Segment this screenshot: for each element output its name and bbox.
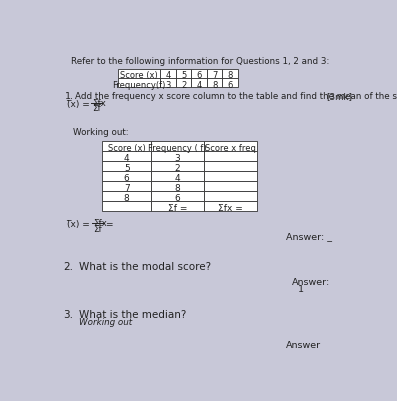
Bar <box>151 182 204 192</box>
Text: Σf =: Σf = <box>168 203 187 212</box>
Text: Answer:: Answer: <box>291 277 330 286</box>
Text: Add the frequency x score column to the table and find the mean of the scores us: Add the frequency x score column to the … <box>75 92 397 101</box>
Text: 6: 6 <box>124 173 129 182</box>
Text: 6: 6 <box>197 71 202 80</box>
Text: Frequency(f): Frequency(f) <box>112 80 166 89</box>
Bar <box>151 202 204 212</box>
Bar <box>102 142 151 152</box>
Text: 2: 2 <box>175 163 180 172</box>
Bar <box>102 152 151 162</box>
Text: 8: 8 <box>124 193 129 202</box>
Text: Σfx: Σfx <box>93 219 107 228</box>
Text: [3mk]: [3mk] <box>326 92 352 101</box>
Bar <box>102 172 151 182</box>
Bar <box>118 79 160 88</box>
Text: 2: 2 <box>181 80 186 89</box>
Bar <box>102 192 151 202</box>
Bar <box>191 79 207 88</box>
Bar <box>176 70 191 79</box>
Text: 2.: 2. <box>64 261 73 271</box>
Text: Working out:: Working out: <box>73 127 129 136</box>
Text: Σfx =: Σfx = <box>218 203 243 212</box>
Bar <box>204 162 256 172</box>
Bar <box>102 182 151 192</box>
Bar <box>151 142 204 152</box>
Text: 3: 3 <box>166 80 171 89</box>
Text: 6: 6 <box>227 80 233 89</box>
Text: =: = <box>106 219 113 229</box>
Text: 7: 7 <box>124 183 129 192</box>
Bar <box>222 79 238 88</box>
Text: Σf: Σf <box>93 224 102 233</box>
Bar <box>160 79 176 88</box>
Text: 4: 4 <box>197 80 202 89</box>
Text: Σf: Σf <box>92 104 101 113</box>
Bar <box>176 79 191 88</box>
Text: Score (x): Score (x) <box>120 71 158 80</box>
Bar <box>160 70 176 79</box>
Text: What is the modal score?: What is the modal score? <box>79 261 211 271</box>
Bar <box>191 70 207 79</box>
Text: 3: 3 <box>175 153 180 162</box>
Text: 1.: 1. <box>65 92 74 101</box>
Bar <box>151 172 204 182</box>
Text: What is the median?: What is the median? <box>79 309 187 319</box>
Text: Frequency ( f): Frequency ( f) <box>148 144 207 152</box>
Bar <box>204 202 256 212</box>
Text: Σfx: Σfx <box>92 99 106 108</box>
Bar <box>222 70 238 79</box>
Text: Refer to the following information for Questions 1, 2 and 3:: Refer to the following information for Q… <box>71 57 329 66</box>
Text: 5: 5 <box>124 163 129 172</box>
Text: 6: 6 <box>175 193 180 202</box>
Bar <box>204 152 256 162</box>
Bar <box>204 172 256 182</box>
Bar <box>102 202 151 212</box>
Text: 3.: 3. <box>64 309 73 319</box>
Text: Answer: Answer <box>286 340 321 349</box>
Text: 4: 4 <box>175 173 180 182</box>
Text: (̅x) =: (̅x) = <box>67 99 89 109</box>
Bar <box>207 70 222 79</box>
Bar <box>204 182 256 192</box>
Bar <box>151 162 204 172</box>
Text: Answer: _: Answer: _ <box>286 232 332 241</box>
Text: (̅x) =: (̅x) = <box>67 219 89 229</box>
Text: 5: 5 <box>181 71 186 80</box>
Text: Score x freq: Score x freq <box>205 144 256 152</box>
Text: 1: 1 <box>298 285 304 294</box>
Text: 7: 7 <box>212 71 218 80</box>
Bar <box>151 192 204 202</box>
Bar <box>204 192 256 202</box>
Text: 8: 8 <box>227 71 233 80</box>
Text: Working out: Working out <box>79 317 132 326</box>
Bar <box>204 142 256 152</box>
Bar <box>151 152 204 162</box>
Bar <box>118 70 160 79</box>
Text: 4: 4 <box>166 71 171 80</box>
Text: Score (x): Score (x) <box>108 144 146 152</box>
Bar <box>102 162 151 172</box>
Bar <box>207 79 222 88</box>
Text: 4: 4 <box>124 153 129 162</box>
Text: 8: 8 <box>175 183 180 192</box>
Text: 8: 8 <box>212 80 218 89</box>
